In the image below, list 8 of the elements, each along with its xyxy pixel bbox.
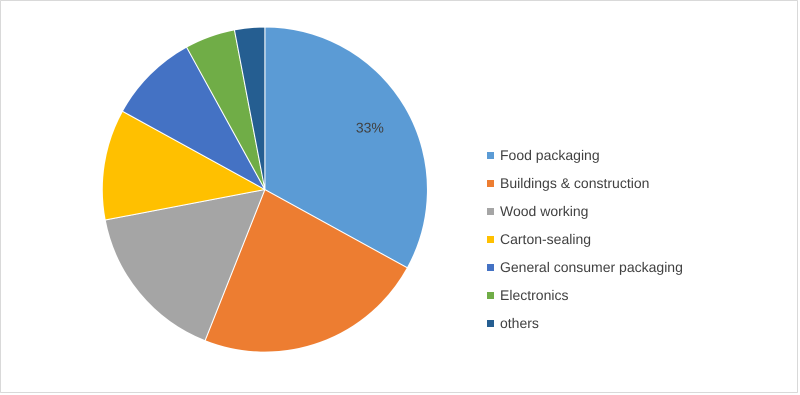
legend-label: Buildings & construction <box>500 175 650 191</box>
legend-label: Carton-sealing <box>500 231 592 247</box>
legend-label: others <box>500 315 539 331</box>
legend-label: Wood working <box>500 203 588 219</box>
data-label: 33% <box>356 120 384 136</box>
legend-label: General consumer packaging <box>500 259 683 275</box>
legend-label: Electronics <box>500 287 568 303</box>
legend-label: Food packaging <box>500 147 600 163</box>
